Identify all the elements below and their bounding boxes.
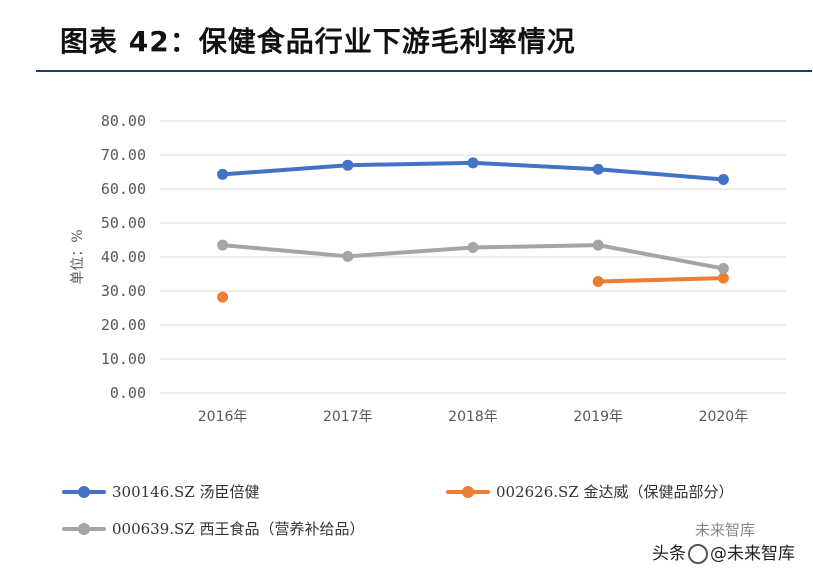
legend-swatch-xiwang — [62, 522, 106, 535]
legend-label-tangchen: 300146.SZ 汤臣倍健 — [112, 483, 260, 501]
x-tick-label: 2020年 — [699, 409, 749, 425]
data-point-0 — [217, 168, 229, 180]
y-tick-label: 80.00 — [101, 112, 146, 130]
series-line-1 — [596, 276, 726, 284]
data-point-1 — [217, 291, 229, 303]
data-point-0 — [717, 173, 729, 185]
data-point-2 — [217, 239, 229, 251]
data-point-0 — [592, 163, 604, 175]
data-point-2 — [467, 241, 479, 253]
legend-item-xiwang: 000639.SZ 西王食品（营养补给品） — [62, 518, 365, 539]
data-point-0 — [342, 159, 354, 171]
legend-label-jindawei: 002626.SZ 金达威（保健品部分） — [496, 483, 734, 501]
legend-item-tangchen: 300146.SZ 汤臣倍健 — [62, 481, 260, 502]
data-point-1 — [717, 272, 729, 284]
title-divider — [36, 70, 812, 72]
y-tick-label: 0.00 — [110, 384, 146, 402]
watermark-text: @未来智库 — [710, 544, 795, 564]
x-tick-label: 2018年 — [448, 409, 498, 425]
legend-item-jindawei: 002626.SZ 金达威（保健品部分） — [446, 481, 734, 502]
legend-swatch-jindawei — [446, 485, 490, 498]
y-tick-label: 30.00 — [101, 282, 146, 300]
x-tick-label: 2019年 — [573, 409, 623, 425]
data-point-2 — [717, 263, 729, 275]
y-tick-label: 40.00 — [101, 248, 146, 266]
data-point-0 — [467, 157, 479, 169]
y-tick-label: 70.00 — [101, 146, 146, 164]
y-axis-label: 单位：% — [70, 229, 86, 284]
data-point-1 — [592, 275, 604, 287]
legend-swatch-tangchen — [62, 485, 106, 498]
y-tick-label: 20.00 — [101, 316, 146, 334]
watermark-logo-icon — [688, 544, 708, 564]
watermark-prefix: 头条 — [652, 544, 686, 564]
y-tick-label: 60.00 — [101, 180, 146, 198]
watermark: 头条 @未来智库 — [652, 539, 795, 564]
watermark-faint: 未来智库 — [694, 521, 755, 539]
data-point-2 — [592, 239, 604, 251]
data-point-2 — [342, 250, 354, 262]
line-chart: 0.00 10.00 20.00 30.00 40.00 50.00 60.00 70.00 8… — [70, 112, 786, 425]
chart-title: 图表 42：保健食品行业下游毛利率情况 — [60, 25, 576, 58]
legend-label-xiwang: 000639.SZ 西王食品（营养补给品） — [112, 520, 365, 538]
y-tick-label: 50.00 — [101, 214, 146, 232]
y-tick-label: 10.00 — [101, 350, 146, 368]
x-tick-label: 2016年 — [198, 409, 248, 425]
x-tick-label: 2017年 — [323, 409, 373, 425]
